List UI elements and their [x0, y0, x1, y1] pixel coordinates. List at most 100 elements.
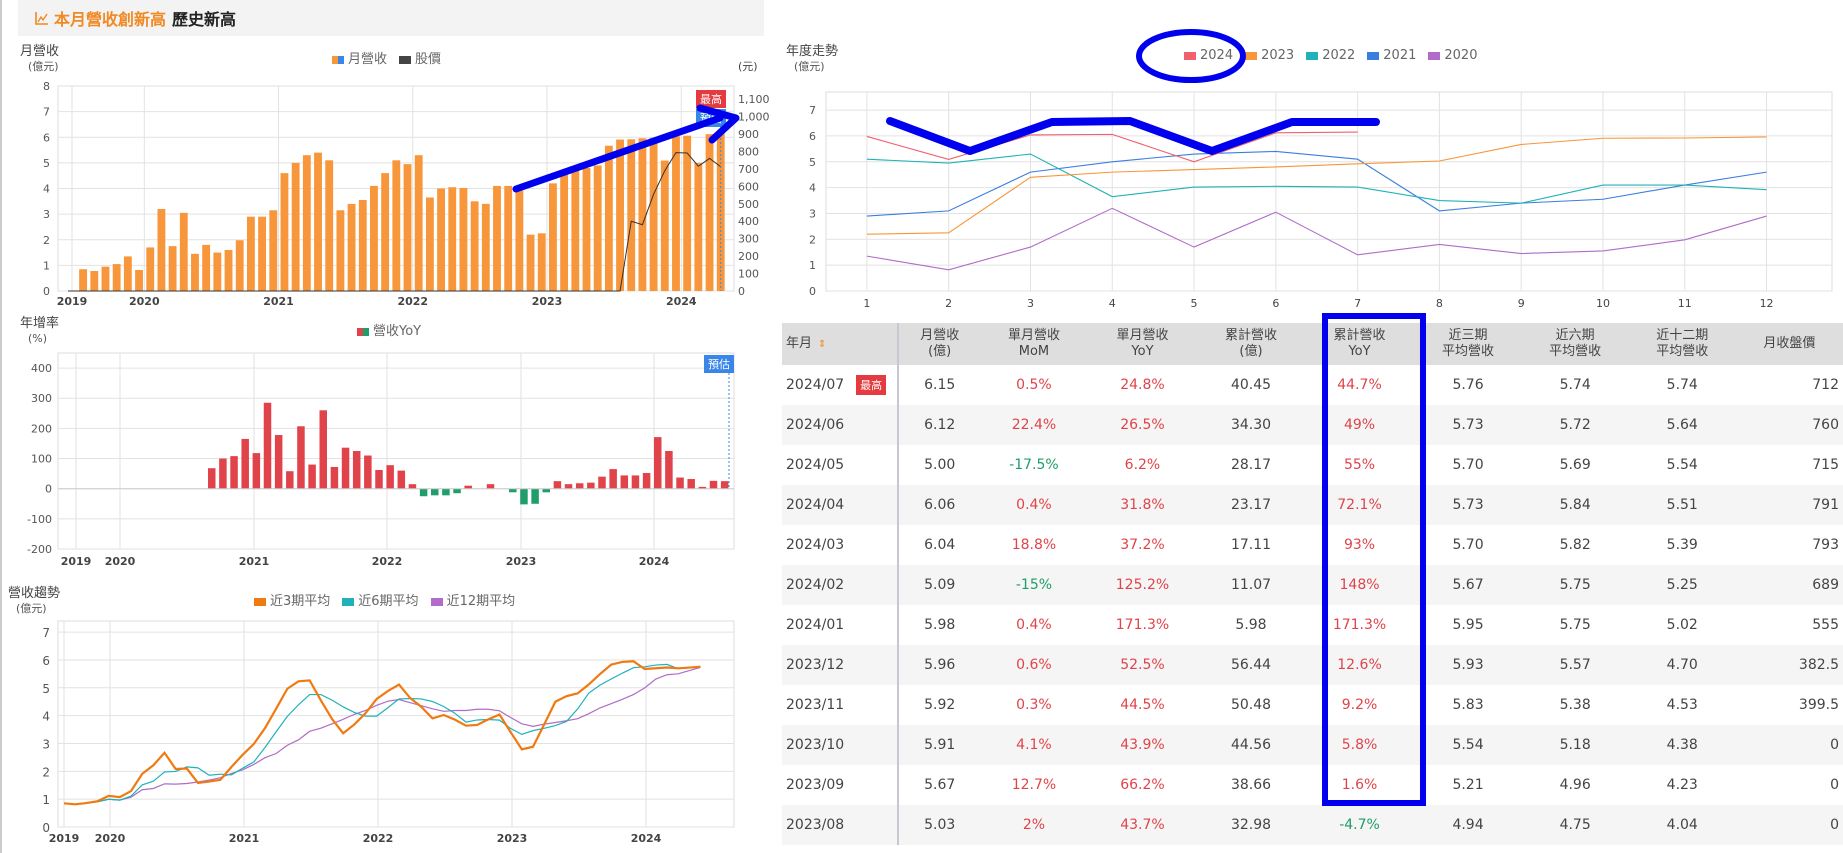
svg-text:4: 4 [1109, 297, 1116, 310]
svg-text:預估: 預估 [708, 358, 730, 371]
legend-2020[interactable]: 2020 [1428, 48, 1477, 63]
legend-price[interactable]: 股價 [399, 48, 441, 67]
legend-avg12[interactable]: 近12期平均 [430, 590, 515, 609]
cell-rev: 6.12 [898, 405, 981, 445]
cell-cumyoy: 49% [1304, 405, 1415, 445]
legend-2024[interactable]: 2024 [1184, 48, 1233, 63]
legend-2022[interactable]: 2022 [1306, 48, 1355, 63]
svg-text:100: 100 [738, 268, 759, 281]
cell-yoy: 171.3% [1115, 617, 1170, 633]
cell-a6: 5.38 [1559, 697, 1591, 713]
cell-ym: 2023/09 [782, 765, 899, 805]
cell-price: 715 [1812, 457, 1839, 473]
cell-cum: 32.98 [1197, 805, 1305, 845]
legend-2023[interactable]: 2023 [1245, 48, 1294, 63]
cell-ym: 2024/05 [782, 445, 899, 485]
cell-mom: -17.5% [1009, 457, 1059, 473]
svg-text:8: 8 [43, 80, 50, 93]
svg-text:7: 7 [1354, 297, 1361, 310]
svg-text:10: 10 [1596, 297, 1610, 310]
svg-text:2021: 2021 [239, 555, 270, 568]
cell-cumyoy: 5.8% [1304, 725, 1415, 765]
cell-price: 0 [1735, 725, 1843, 765]
cell-yoy: 37.2% [1120, 537, 1165, 553]
cell-a12: 5.39 [1666, 537, 1698, 553]
svg-text:2024: 2024 [631, 832, 662, 845]
svg-text:2021: 2021 [263, 295, 294, 308]
cell-price: 382.5 [1735, 645, 1843, 685]
cell-rev: 5.09 [898, 565, 981, 605]
cell-ym: 2024/01 [782, 605, 899, 645]
cell-price: 555 [1812, 617, 1839, 633]
table-row: 2024/05 5.00 -17.5% 6.2% 28.17 55% 5.70 5.69 5.5… [782, 445, 1843, 485]
legend-avg6[interactable]: 近6期平均 [342, 590, 419, 609]
yoy-legend[interactable]: 營收YoY [357, 320, 421, 339]
cell-ym: 2023/08 [782, 805, 899, 845]
svg-text:600: 600 [738, 180, 759, 193]
column-header: 近三期 平均營收 [1414, 323, 1522, 365]
cell-a12: 5.25 [1628, 565, 1736, 605]
cell-a3: 5.67 [1414, 565, 1522, 605]
cell-cum: 38.66 [1230, 777, 1272, 793]
cell-a3: 5.54 [1414, 725, 1522, 765]
banner-rest: 歷史新高 [172, 10, 237, 29]
cell-cumyoy: 72.1% [1304, 485, 1415, 525]
svg-text:2: 2 [42, 765, 50, 779]
cell-price: 760 [1735, 405, 1843, 445]
svg-text:5: 5 [1191, 297, 1198, 310]
cell-a12: 4.23 [1666, 777, 1698, 793]
legend-2021[interactable]: 2021 [1367, 48, 1416, 63]
svg-text:2024: 2024 [639, 555, 670, 568]
cell-cumyoy: 12.6% [1304, 645, 1415, 685]
revenue-legend[interactable]: 月營收 股價 [332, 48, 441, 67]
svg-text:0: 0 [43, 285, 50, 298]
legend-yoy[interactable]: 營收YoY [357, 320, 421, 339]
cell-cum: 56.44 [1197, 645, 1305, 685]
svg-text:2019: 2019 [57, 295, 88, 308]
svg-text:2022: 2022 [397, 295, 428, 308]
cell-a3: 5.76 [1452, 377, 1484, 393]
column-header: 單月營收 YoY [1087, 323, 1198, 365]
cell-a3: 5.95 [1452, 617, 1484, 633]
svg-text:3: 3 [1027, 297, 1034, 310]
svg-text:2020: 2020 [129, 295, 160, 308]
cell-a12: 4.53 [1666, 697, 1698, 713]
cell-yoy: 31.8% [1087, 485, 1198, 525]
cell-yoy: 44.5% [1120, 697, 1165, 713]
cell-a12: 4.38 [1628, 725, 1736, 765]
cell-a3: 5.73 [1414, 405, 1522, 445]
cell-price: 791 [1735, 485, 1843, 525]
revenue-chart[interactable]: 0 1 2 3 4 5 6 7 8 0 100 200 300 400 500 600 700 800 900 1,0… [2, 78, 772, 313]
trend-ylabel: 營收趨勢 (億元) [8, 586, 61, 616]
record-high-badge: 最高 [856, 375, 887, 395]
svg-text:7: 7 [809, 104, 816, 117]
cell-a6: 5.57 [1521, 645, 1629, 685]
svg-text:3: 3 [809, 207, 816, 220]
legend-revenue[interactable]: 月營收 [332, 48, 387, 67]
svg-text:2022: 2022 [363, 832, 394, 845]
cell-a3: 5.70 [1452, 537, 1484, 553]
cell-a3: 5.73 [1414, 485, 1522, 525]
cell-ym: 2024/04 [782, 485, 899, 525]
yoy-chart[interactable]: 400 300 200 100 0 -100 -200 2019 2020 2021 2022 202… [2, 345, 772, 575]
yoy-ylabel: 年增率 (%) [20, 316, 60, 346]
cell-cum: 50.48 [1230, 697, 1272, 713]
cell-cumyoy: 171.3% [1332, 617, 1387, 633]
column-header[interactable]: 年月 ⇕ [782, 323, 899, 365]
table-row: 2023/09 5.67 12.7% 66.2% 38.66 1.6% 5.21 4.96 4.… [782, 765, 1843, 805]
sort-icon[interactable]: ⇕ [818, 338, 827, 350]
cell-cumyoy: 55% [1343, 457, 1376, 473]
cell-rev: 6.06 [898, 485, 981, 525]
cell-yoy: 24.8% [1120, 377, 1165, 393]
trend-legend[interactable]: 近3期平均 近6期平均 近12期平均 [254, 590, 515, 609]
svg-text:800: 800 [738, 145, 759, 158]
svg-text:2023: 2023 [506, 555, 537, 568]
svg-text:6: 6 [42, 654, 50, 668]
yearly-legend[interactable]: 2024 2023 2022 2021 2020 [1184, 48, 1477, 63]
svg-text:-200: -200 [27, 543, 52, 556]
price-unit: (元) [738, 60, 758, 73]
trend-chart[interactable]: 0 1 2 3 4 5 6 7 2019 2020 2021 2022 2023 2024 [2, 615, 772, 853]
cell-ym: 2024/06 [782, 405, 899, 445]
legend-avg3[interactable]: 近3期平均 [254, 590, 330, 609]
